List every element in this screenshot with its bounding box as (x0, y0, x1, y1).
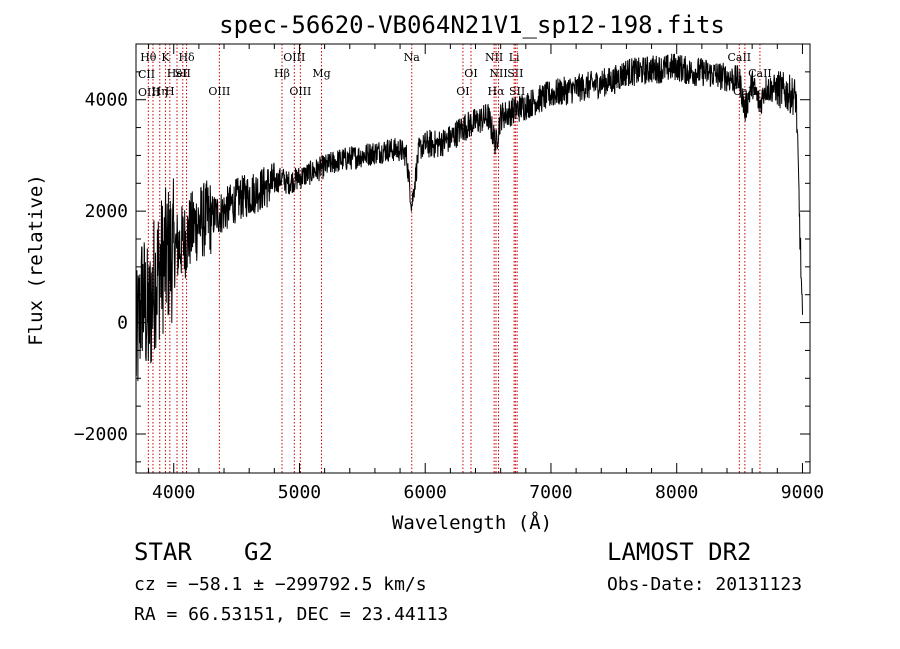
coordinates-text: RA = 66.53151, DEC = 23.44113 (134, 604, 448, 625)
x-tick-label: 7000 (529, 482, 572, 503)
spectral-line-markers: HθHηKHHeISIIHδOIIIHβOIIIOIIIMgNaOIOINIIH… (138, 44, 772, 473)
x-tick-label: 8000 (655, 482, 698, 503)
line-label: Na (404, 51, 421, 64)
line-label: H (165, 85, 175, 98)
survey-label: LAMOST DR2 (607, 538, 752, 566)
line-label: OIII (208, 85, 230, 98)
line-label: SII (175, 67, 191, 80)
line-label: OIII (289, 85, 311, 98)
line-label: OIII (138, 86, 160, 99)
plot-frame (135, 43, 811, 474)
subclass-label: G2 (244, 538, 273, 566)
spectrum-series (135, 53, 803, 382)
chart-title: spec-56620-VB064N21V1_sp12-198.fits (219, 11, 725, 39)
line-label: Hβ (274, 67, 290, 80)
y-tick-label: 4000 (85, 90, 128, 111)
x-axis-label: Wavelength (Å) (392, 511, 552, 534)
line-label: Hθ (140, 51, 157, 64)
line-label: CaII (748, 67, 772, 80)
class-label: STAR (134, 538, 192, 566)
line-label: CII (138, 68, 155, 81)
line-label: SII (507, 67, 523, 80)
y-axis-label: Flux (relative) (25, 174, 47, 346)
line-label: OI (464, 67, 477, 80)
line-label: Li (509, 51, 520, 64)
x-tick-label: 9000 (781, 482, 824, 503)
line-label: SII (509, 85, 525, 98)
x-tick-label: 4000 (152, 482, 195, 503)
y-tick-label: 2000 (85, 201, 128, 222)
line-label: Hδ (178, 51, 195, 64)
obs-date-text: Obs-Date: 20131123 (607, 574, 802, 595)
line-label: K (161, 51, 170, 64)
line-label: HeI (167, 67, 187, 80)
axis-ticks: 4000 5000 6000 7000 8000 9000 −2000 0 2000 4000 (74, 44, 824, 503)
x-tick-label: 5000 (278, 482, 321, 503)
line-label: OI (456, 85, 469, 98)
x-tick-label: 6000 (404, 482, 447, 503)
spectrum-line (135, 53, 803, 382)
line-label: Hα (487, 85, 505, 98)
line-label: Mg (312, 67, 330, 80)
line-label: Hη (152, 85, 168, 98)
y-tick-label: 0 (117, 313, 128, 334)
line-label: CaII (727, 51, 751, 64)
redshift-text: cz = −58.1 ± −299792.5 km/s (134, 574, 427, 595)
line-label: OIII (283, 51, 305, 64)
y-tick-label: −2000 (74, 424, 128, 445)
line-label: NII (489, 67, 507, 80)
line-label: NII (485, 51, 503, 64)
